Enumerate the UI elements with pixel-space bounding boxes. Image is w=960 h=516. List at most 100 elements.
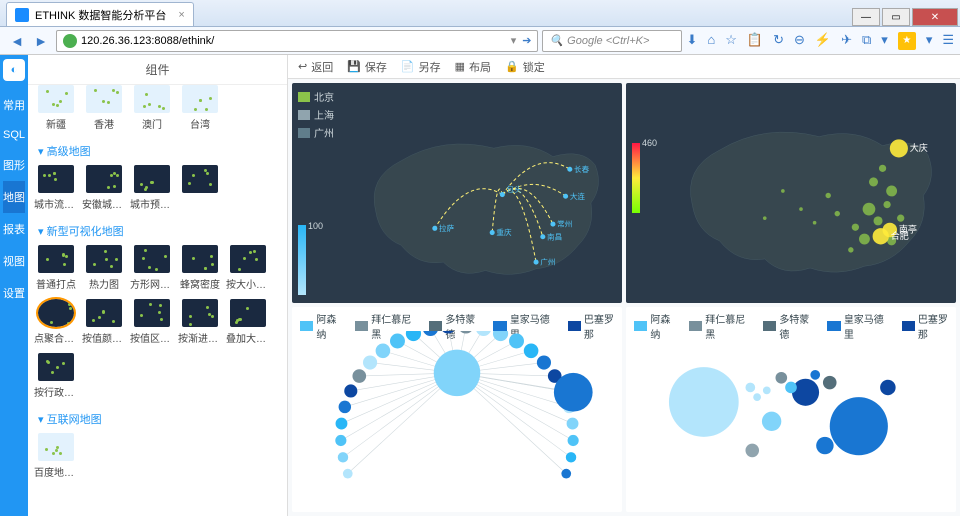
refresh-icon[interactable]: ↻ (773, 32, 784, 50)
more-icon[interactable]: ▾ (881, 32, 888, 50)
heat-gradient-bar (632, 143, 640, 213)
close-button[interactable]: ✕ (912, 8, 958, 26)
flow-legend: 北京上海广州 (298, 89, 334, 140)
thumb-1-2[interactable]: 城市预警... (132, 165, 172, 211)
radial-chart-panel[interactable]: 阿森纳拜仁慕尼黑多特蒙德皇家马德里巴塞罗那 (292, 307, 622, 512)
china-map-heat: 大庆南亭合肥 (656, 98, 946, 293)
sidebar-title: 组件 (28, 55, 287, 85)
thumb-2-8[interactable]: 按渐进颜... (180, 299, 220, 345)
window-titlebar: ETHINK 数据智能分析平台 × — ▭ ✕ (0, 0, 960, 27)
bolt-icon[interactable]: ⚡ (815, 32, 831, 50)
minimize-button[interactable]: — (852, 8, 880, 26)
thumb-2-9[interactable]: 叠加大数... (228, 299, 268, 345)
thumb-2-7[interactable]: 按值区别... (132, 299, 172, 345)
heat-map-panel[interactable]: 460 大庆南亭合肥 (626, 83, 956, 303)
tb-icon: 💾 (347, 60, 361, 73)
browser-tools: ⬇ ⌂ ☆ 📋 ↻ ⊖ ⚡ ✈ ⧉ ▾ ★ ▾ ☰ (686, 32, 954, 50)
globe-icon (63, 34, 77, 48)
flow-map-panel[interactable]: 北京上海广州 100 长春大连常州南昌广州重庆拉萨包头 (292, 83, 622, 303)
back-button[interactable]: ◄ (6, 31, 28, 51)
svg-text:合肥: 合肥 (891, 230, 909, 241)
thumb-2-5[interactable]: 点聚合效... (36, 299, 76, 345)
rail-item-3[interactable]: 地图 (3, 181, 25, 213)
search-icon: 🔍 (549, 34, 563, 47)
thumb-0-3[interactable]: 台湾 (180, 85, 220, 131)
forward-button[interactable]: ► (30, 31, 52, 51)
search-placeholder: Google <Ctrl+K> (567, 35, 649, 47)
clipboard-icon[interactable]: 📋 (747, 32, 763, 50)
thumb-2-3[interactable]: 蜂窝密度 (180, 245, 220, 291)
svg-text:南昌: 南昌 (547, 231, 562, 241)
svg-text:广州: 广州 (540, 257, 555, 267)
china-map-flow: 长春大连常州南昌广州重庆拉萨包头 (342, 113, 612, 293)
tb-icon: 📄 (401, 60, 415, 73)
grad-max: 100 (308, 221, 323, 231)
svg-text:包头: 包头 (507, 184, 523, 194)
svg-text:大连: 大连 (570, 191, 586, 201)
toolbar-另存[interactable]: 📄另存 (401, 59, 441, 75)
rail-item-1[interactable]: SQL (3, 121, 25, 149)
rail-item-0[interactable]: 常用 (3, 89, 25, 121)
category-2[interactable]: 新型可视化地图 (28, 217, 287, 245)
hamburger-icon[interactable]: ☰ (942, 32, 954, 50)
thumb-2-6[interactable]: 按值颜色... (84, 299, 124, 345)
thumb-3-0[interactable]: 百度地图... (36, 433, 76, 479)
favicon-icon (15, 8, 29, 22)
send-icon[interactable]: ✈ (841, 32, 852, 50)
bookmark-icon[interactable]: ☆ (725, 32, 737, 50)
tb-icon: 🔒 (505, 60, 519, 73)
rail-item-2[interactable]: 图形 (3, 149, 25, 181)
search-input[interactable]: 🔍 Google <Ctrl+K> (542, 30, 682, 52)
bubble-chart-panel[interactable]: 阿森纳拜仁慕尼黑多特蒙德皇家马德里巴塞罗那 (626, 307, 956, 512)
toolbar-保存[interactable]: 💾保存 (347, 59, 387, 75)
canvas-toolbar: ↩返回 💾保存 📄另存 ▦布局 🔒锁定 (288, 55, 960, 79)
dropdown-icon[interactable]: ▾ (511, 34, 517, 47)
thumb-0-0[interactable]: 新疆 (36, 85, 76, 131)
thumb-2-2[interactable]: 方形网格... (132, 245, 172, 291)
favorite-icon[interactable]: ★ (898, 32, 916, 50)
thumb-2-1[interactable]: 热力图 (84, 245, 124, 291)
category-1[interactable]: 高级地图 (28, 137, 287, 165)
nav-rail: ◐ 常用SQL图形地图报表视图设置 (0, 55, 28, 516)
svg-text:常州: 常州 (557, 220, 572, 229)
svg-text:长春: 长春 (574, 164, 590, 174)
home-icon[interactable]: ⌂ (707, 32, 715, 50)
rail-item-4[interactable]: 报表 (3, 213, 25, 245)
dashboard-canvas: 北京上海广州 100 长春大连常州南昌广州重庆拉萨包头 460 大庆南亭合肥 阿… (288, 79, 960, 516)
flow-gradient-bar (298, 225, 306, 295)
thumb-1-0[interactable]: 城市流向... (36, 165, 76, 211)
tb-icon: ▦ (455, 60, 465, 73)
menu-icon[interactable]: ▾ (926, 32, 933, 50)
download-icon[interactable]: ⬇ (686, 32, 697, 50)
component-sidebar: 组件 新疆香港澳门台湾高级地图城市流向...安徽城市...城市预警... 新型可视… (28, 55, 288, 516)
radial-chart (302, 331, 612, 502)
toolbar-锁定[interactable]: 🔒锁定 (505, 59, 545, 75)
rail-item-5[interactable]: 视图 (3, 245, 25, 277)
minus-icon[interactable]: ⊖ (794, 32, 805, 50)
toolbar-布局[interactable]: ▦布局 (455, 59, 491, 75)
url-text: 120.26.36.123:8088/ethink/ (81, 35, 214, 47)
main-area: ↩返回💾保存📄另存▦布局🔒锁定 北京上海广州 100 长春大连常州南昌广州重庆拉… (288, 55, 960, 516)
bubble-chart (636, 331, 946, 502)
maximize-button[interactable]: ▭ (882, 8, 910, 26)
thumb-2-10[interactable]: 按行政区... (36, 353, 76, 399)
url-input[interactable]: 120.26.36.123:8088/ethink/ ▾ ➔ (56, 30, 538, 52)
category-3[interactable]: 互联网地图 (28, 405, 287, 433)
thumb-2-4[interactable]: 按大小展... (228, 245, 268, 291)
heat-grad-max: 460 (642, 138, 657, 148)
rail-item-6[interactable]: 设置 (3, 277, 25, 309)
toolbar-返回[interactable]: ↩返回 (298, 59, 333, 75)
thumb-0-2[interactable]: 澳门 (132, 85, 172, 131)
address-bar: ◄ ► 120.26.36.123:8088/ethink/ ▾ ➔ 🔍 Goo… (0, 27, 960, 55)
svg-text:重庆: 重庆 (496, 227, 512, 237)
tab-close-icon[interactable]: × (178, 9, 184, 21)
crop-icon[interactable]: ⧉ (862, 32, 871, 50)
app-logo-icon[interactable]: ◐ (3, 59, 25, 81)
go-button[interactable]: ➔ (522, 34, 531, 47)
thumb-1-1[interactable]: 安徽城市... (84, 165, 124, 211)
thumb-1-3[interactable] (180, 165, 220, 211)
thumb-2-0[interactable]: 普通打点 (36, 245, 76, 291)
thumb-0-1[interactable]: 香港 (84, 85, 124, 131)
browser-tab[interactable]: ETHINK 数据智能分析平台 × (6, 2, 194, 26)
tb-icon: ↩ (298, 60, 307, 73)
